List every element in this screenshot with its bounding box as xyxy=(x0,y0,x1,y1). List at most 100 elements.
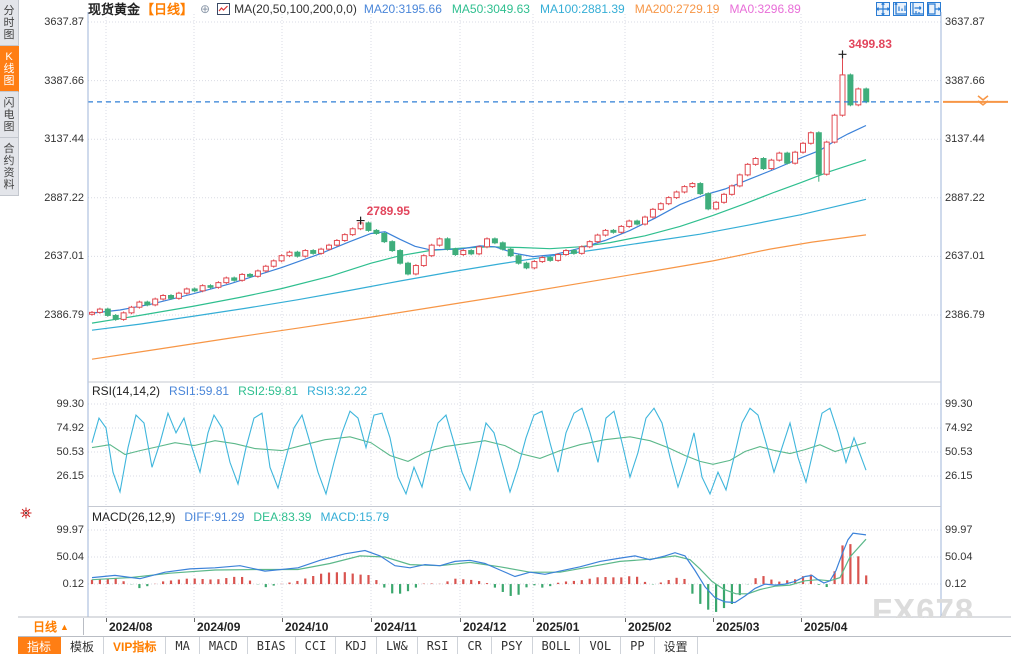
ma-value: MA20:3195.66 xyxy=(363,1,442,16)
candle xyxy=(515,255,522,264)
crosshair-icon[interactable] xyxy=(876,2,890,16)
toolbar-item-CCI[interactable]: CCI xyxy=(296,637,337,654)
period-tag: 【日线】 xyxy=(141,2,194,17)
y-axis-label: 3387.66 xyxy=(44,74,84,87)
candle xyxy=(160,295,167,300)
candle xyxy=(168,295,174,299)
candle xyxy=(847,74,854,106)
alarm-icon xyxy=(23,510,30,517)
candle xyxy=(405,262,411,275)
candle xyxy=(689,183,696,188)
candle xyxy=(373,229,380,234)
candle xyxy=(302,250,309,257)
y-axis-label: 2386.79 xyxy=(945,309,985,321)
ma-value: MA100:2881.39 xyxy=(539,1,625,16)
y-axis-label: 50.04 xyxy=(945,551,973,563)
candle xyxy=(578,246,585,254)
candle xyxy=(223,277,230,284)
macd-line-DIFF xyxy=(91,532,867,604)
candle xyxy=(594,234,601,243)
candle xyxy=(713,201,720,210)
y-axis-label: 50.53 xyxy=(56,446,84,458)
toolbar-item-VOL[interactable]: VOL xyxy=(580,637,622,654)
ma-legend: MA20:3195.66 MA50:3049.63 MA100:2881.39 MA2… xyxy=(364,2,801,16)
y-axis-label: 26.15 xyxy=(945,470,973,482)
candle xyxy=(262,265,269,272)
candle xyxy=(863,88,870,103)
candle xyxy=(721,193,727,203)
price-marker-chevrons xyxy=(977,95,989,106)
toolbar-item-VIP指标[interactable]: VIP指标 xyxy=(104,637,167,654)
chart-canvas[interactable] xyxy=(0,0,1011,618)
period-selector-button[interactable]: 日线 ▲ xyxy=(19,618,84,635)
date-label: 2025/02 xyxy=(628,620,672,634)
candle xyxy=(776,152,783,161)
candle xyxy=(681,186,688,193)
pan-right-icon[interactable] xyxy=(910,2,924,16)
sidebar-item-闪电图[interactable]: 闪电图 xyxy=(0,92,19,138)
toolbar-item-CR[interactable]: CR xyxy=(458,637,492,654)
candle xyxy=(815,132,822,175)
axis-tick xyxy=(194,618,195,622)
toolbar-item-PP[interactable]: PP xyxy=(621,637,655,654)
indicator-value: RSI3:32.22 xyxy=(307,384,368,398)
candle xyxy=(491,238,498,244)
y-axis-label: 2887.22 xyxy=(44,191,84,204)
candle xyxy=(239,273,246,281)
candle xyxy=(420,255,427,267)
ma-value: MA200:2729.19 xyxy=(634,1,720,16)
toolbar-item-BIAS[interactable]: BIAS xyxy=(248,637,296,654)
candle xyxy=(207,285,214,288)
candle xyxy=(697,183,704,195)
candle xyxy=(602,229,609,236)
y-axis-label: 3637.87 xyxy=(945,16,985,28)
sidebar-item-合约资料[interactable]: 合约资料 xyxy=(0,138,19,196)
candle xyxy=(618,225,625,233)
restore-window-icon[interactable] xyxy=(927,2,941,16)
axis-tick xyxy=(801,618,802,622)
candle xyxy=(839,74,846,116)
toolbar-item-BOLL[interactable]: BOLL xyxy=(533,637,581,654)
candle xyxy=(484,238,490,248)
add-indicator-icon[interactable]: ⊕ xyxy=(200,1,211,16)
ma-value: MA0:3296.89 xyxy=(729,1,801,16)
rsi-line-RSI-2 xyxy=(91,407,867,496)
candle xyxy=(476,246,483,255)
toolbar-item-MA[interactable]: MA xyxy=(166,637,200,654)
toolbar-item-LW&[interactable]: LW& xyxy=(377,637,418,654)
candle xyxy=(365,222,372,231)
toolbar-item-PSY[interactable]: PSY xyxy=(492,637,533,654)
toolbar-item-RSI[interactable]: RSI xyxy=(418,637,459,654)
axis-tick xyxy=(533,618,534,622)
macd-line-DEA xyxy=(91,538,867,595)
toolbar-item-KDJ[interactable]: KDJ xyxy=(336,637,378,654)
y-axis-label: 3387.66 xyxy=(945,74,985,87)
toolbar-item-设置[interactable]: 设置 xyxy=(655,637,698,654)
date-label: 2024/09 xyxy=(197,620,241,634)
candle xyxy=(381,232,388,243)
toolbar-item-模板[interactable]: 模板 xyxy=(61,637,105,654)
candle xyxy=(318,248,325,254)
candle xyxy=(744,163,751,176)
candle xyxy=(286,251,293,257)
candle xyxy=(768,159,775,170)
date-label: 2024/10 xyxy=(285,620,329,634)
y-axis-scale-icon[interactable] xyxy=(893,2,907,16)
toolbar-item-MACD[interactable]: MACD xyxy=(200,637,248,654)
y-axis-label: 2637.01 xyxy=(44,250,84,263)
candle xyxy=(333,239,340,246)
candle xyxy=(760,158,767,170)
candle xyxy=(112,314,119,320)
indicator-value: DIFF:91.29 xyxy=(184,510,245,524)
candle xyxy=(175,292,182,299)
candle xyxy=(547,257,554,261)
toolbar-item-指标[interactable]: 指标 xyxy=(18,637,62,654)
sidebar-item-分时图[interactable]: 分时图 xyxy=(0,0,19,46)
macd-title: MACD(26,12,9) xyxy=(92,510,176,524)
chart-header: 现货黄金 【日线】 ⊕ MA(20,50,100,200,0,0) MA20:31… xyxy=(88,1,801,18)
indicator-value: RSI1:59.81 xyxy=(169,384,230,398)
y-axis-label: 0.12 xyxy=(945,578,967,590)
y-axis-label: 74.92 xyxy=(56,421,84,434)
